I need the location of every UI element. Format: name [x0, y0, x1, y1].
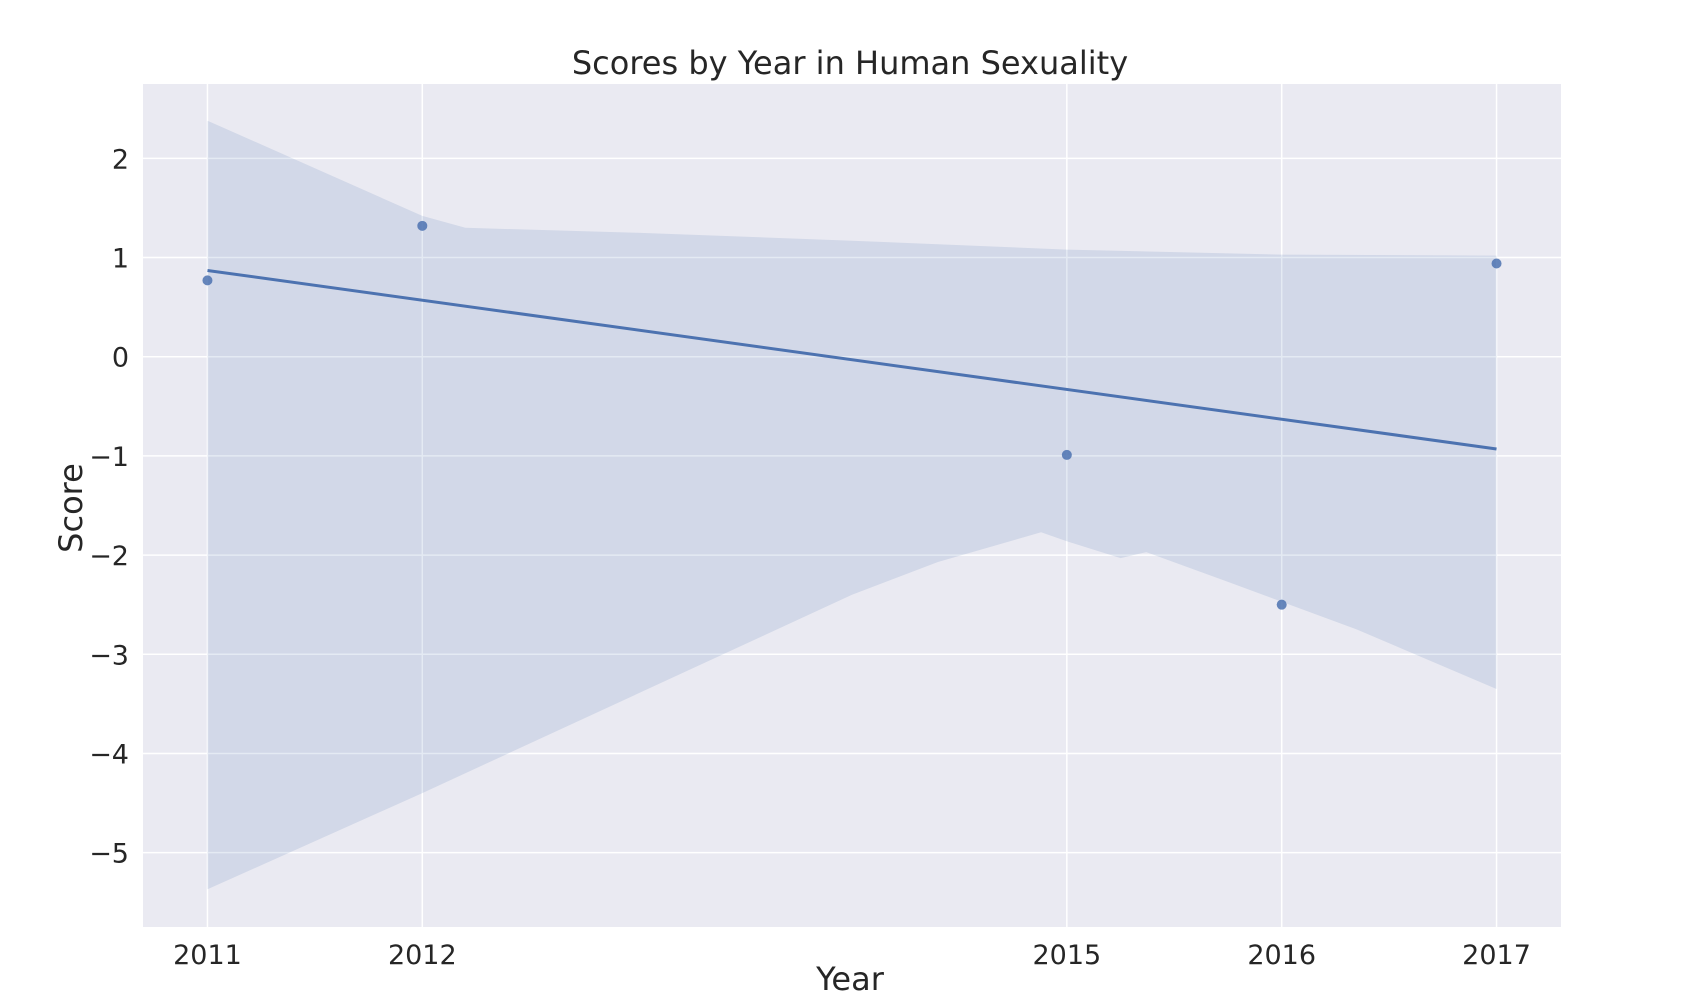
y-tick-label: −2 [89, 541, 129, 572]
y-tick-label: −3 [89, 640, 129, 671]
regression-line [207, 268, 1497, 451]
y-tick-labels: −5 −4 −3 −2 −1 0 1 2 [89, 144, 129, 869]
y-tick-label: −5 [89, 839, 129, 870]
data-point [417, 220, 428, 231]
x-tick-label: 2015 [1032, 940, 1101, 971]
y-axis-label: Score [52, 463, 90, 553]
y-tick-label: 1 [112, 244, 129, 275]
data-point [1491, 258, 1502, 269]
data-point [202, 275, 213, 286]
x-tick-labels: 2011 2012 2015 2016 2017 [173, 940, 1531, 971]
y-tick-label: −1 [89, 442, 129, 473]
y-tick-label: −4 [89, 739, 129, 770]
confidence-band [207, 120, 1497, 890]
x-tick-label: 2016 [1247, 940, 1316, 971]
x-tick-label: 2011 [173, 940, 242, 971]
y-tick-label: 0 [112, 343, 129, 374]
grid-lines [143, 84, 1561, 927]
data-points [202, 220, 1502, 610]
y-tick-label: 2 [112, 144, 129, 175]
data-point [1061, 449, 1072, 460]
data-point [1276, 599, 1287, 610]
plot-background [143, 84, 1561, 927]
x-tick-label: 2012 [388, 940, 457, 971]
x-axis-label: Year [815, 960, 885, 998]
chart-title: Scores by Year in Human Sexuality [572, 44, 1128, 82]
x-tick-label: 2017 [1462, 940, 1531, 971]
